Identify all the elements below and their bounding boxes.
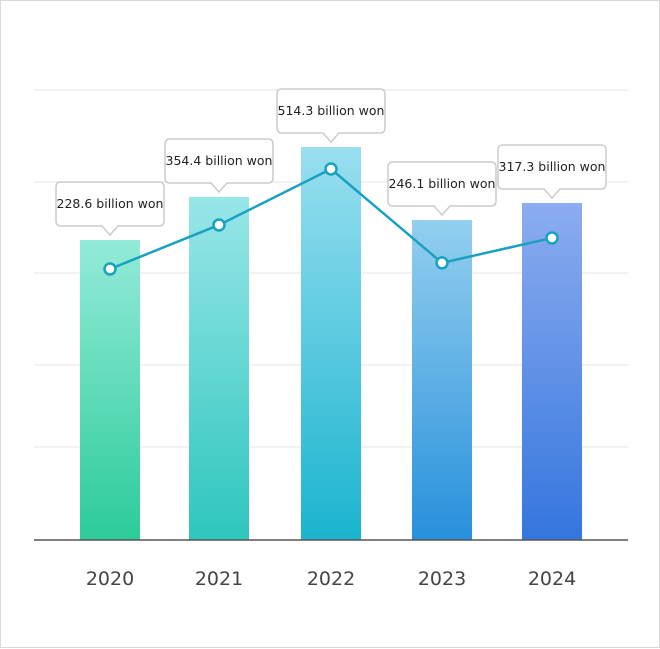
bar-2024 (522, 203, 582, 540)
bar-2021 (189, 197, 249, 540)
bar-2020 (80, 240, 140, 540)
line-point-2020 (103, 262, 117, 276)
data-label-2022: 514.3 billion won (278, 103, 385, 118)
data-label-callout-2023 (387, 161, 497, 217)
data-label-2023: 246.1 billion won (389, 176, 496, 191)
data-label-2020: 228.6 billion won (57, 196, 164, 211)
x-tick-label-2023: 2023 (418, 568, 466, 590)
line-point-2023 (435, 256, 449, 270)
data-label-callout-2024 (497, 144, 607, 200)
data-label-callout-2020 (55, 181, 165, 237)
line-point-2021 (212, 218, 226, 232)
data-label-2024: 317.3 billion won (499, 159, 606, 174)
x-tick-label-2024: 2024 (528, 568, 576, 590)
bar-2022 (301, 147, 361, 540)
x-tick-label-2020: 2020 (86, 568, 134, 590)
data-label-2021: 354.4 billion won (166, 153, 273, 168)
data-label-callout-2021 (164, 138, 274, 194)
data-label-callout-2022 (276, 88, 386, 144)
bar-2023 (412, 220, 472, 540)
line-point-2024 (545, 231, 559, 245)
x-tick-label-2022: 2022 (307, 568, 355, 590)
x-tick-label-2021: 2021 (195, 568, 243, 590)
line-point-2022 (324, 162, 338, 176)
